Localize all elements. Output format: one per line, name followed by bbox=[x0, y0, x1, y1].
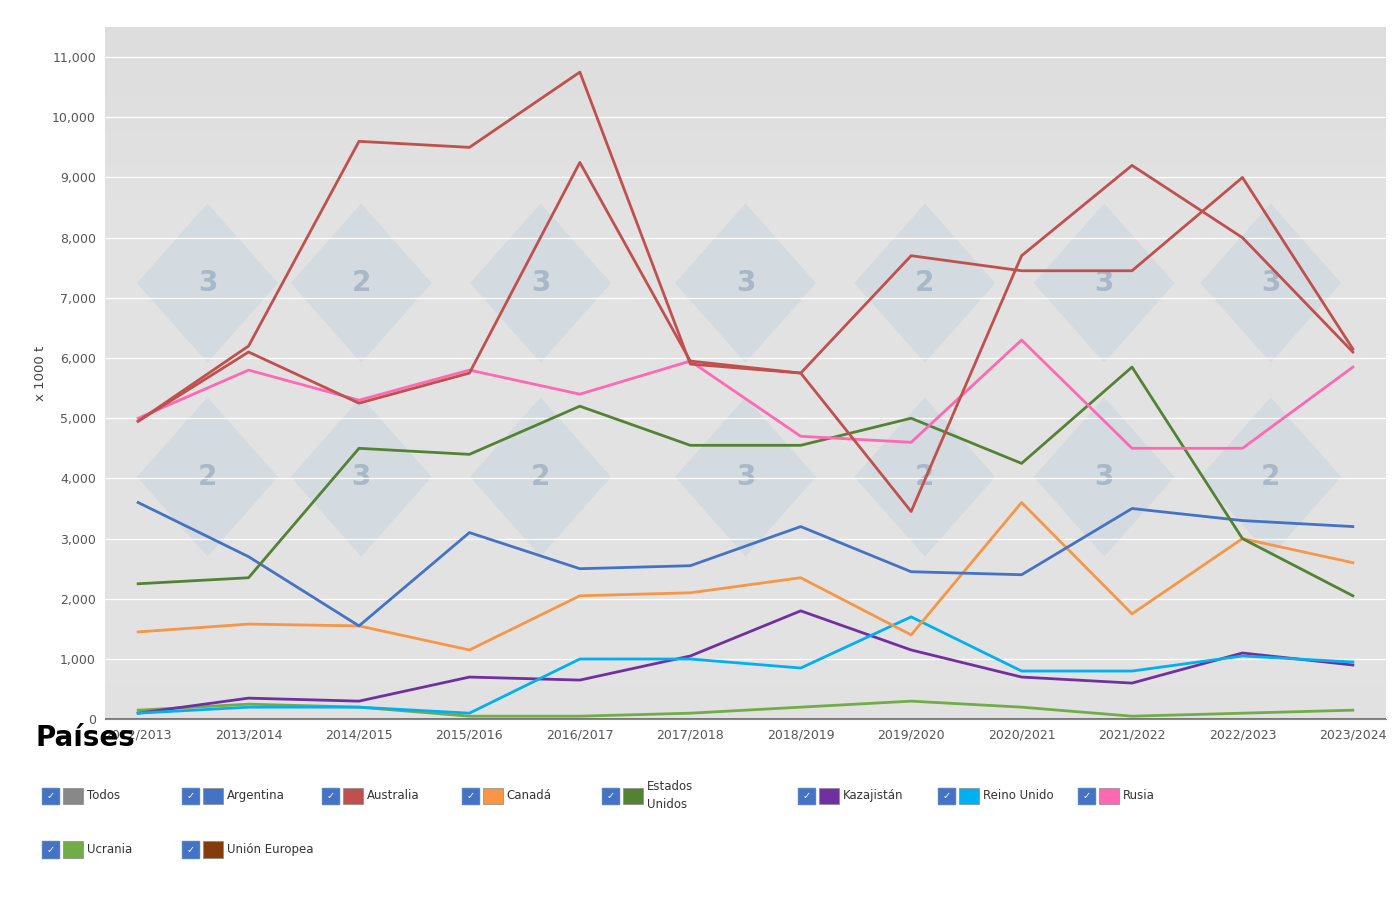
Bar bbox=[105, 130, 1386, 719]
Bar bbox=[105, 408, 1386, 719]
Y-axis label: x 1000 t: x 1000 t bbox=[34, 345, 46, 401]
Bar bbox=[105, 27, 1386, 719]
Text: ✓: ✓ bbox=[46, 844, 55, 855]
Text: Argentina: Argentina bbox=[227, 789, 284, 802]
Bar bbox=[105, 200, 1386, 719]
Text: Estados: Estados bbox=[647, 780, 693, 793]
Polygon shape bbox=[291, 203, 431, 362]
Polygon shape bbox=[1200, 397, 1341, 556]
Text: ✓: ✓ bbox=[942, 790, 951, 801]
Bar bbox=[105, 235, 1386, 719]
Text: ✓: ✓ bbox=[606, 790, 615, 801]
Bar bbox=[105, 512, 1386, 719]
Polygon shape bbox=[291, 397, 431, 556]
Text: 3: 3 bbox=[1095, 463, 1114, 491]
Text: ✓: ✓ bbox=[802, 790, 811, 801]
Text: 3: 3 bbox=[351, 463, 371, 491]
Polygon shape bbox=[1033, 397, 1175, 556]
Polygon shape bbox=[854, 203, 995, 362]
Text: 3: 3 bbox=[197, 269, 217, 297]
Text: Reino Unido: Reino Unido bbox=[983, 789, 1053, 802]
Bar bbox=[105, 304, 1386, 719]
Polygon shape bbox=[675, 203, 816, 362]
Bar bbox=[105, 338, 1386, 719]
Polygon shape bbox=[1033, 203, 1175, 362]
Bar bbox=[105, 615, 1386, 719]
Polygon shape bbox=[470, 203, 610, 362]
Bar bbox=[105, 476, 1386, 719]
Polygon shape bbox=[137, 203, 279, 362]
Text: 2: 2 bbox=[197, 463, 217, 491]
Text: Australia: Australia bbox=[367, 789, 420, 802]
Text: 3: 3 bbox=[1095, 269, 1114, 297]
Text: 2: 2 bbox=[531, 463, 550, 491]
Bar bbox=[105, 546, 1386, 719]
Text: 2: 2 bbox=[351, 269, 371, 297]
Text: ✓: ✓ bbox=[1082, 790, 1091, 801]
Bar bbox=[105, 96, 1386, 719]
Bar bbox=[105, 165, 1386, 719]
Bar bbox=[105, 581, 1386, 719]
Bar bbox=[105, 373, 1386, 719]
Text: Países: Países bbox=[35, 724, 134, 752]
Text: ✓: ✓ bbox=[466, 790, 475, 801]
Polygon shape bbox=[470, 397, 610, 556]
Text: Rusia: Rusia bbox=[1123, 789, 1155, 802]
Bar bbox=[105, 61, 1386, 719]
Text: 2: 2 bbox=[916, 269, 935, 297]
Text: 3: 3 bbox=[736, 269, 755, 297]
Text: Canadá: Canadá bbox=[507, 789, 552, 802]
Text: ✓: ✓ bbox=[186, 844, 195, 855]
Bar bbox=[105, 650, 1386, 719]
Bar bbox=[105, 685, 1386, 719]
Text: 2: 2 bbox=[916, 463, 935, 491]
Text: Ucrania: Ucrania bbox=[87, 843, 132, 856]
Text: Todos: Todos bbox=[87, 789, 120, 802]
Text: Kazajistán: Kazajistán bbox=[843, 789, 903, 802]
Text: Unidos: Unidos bbox=[647, 798, 687, 811]
Text: 3: 3 bbox=[531, 269, 550, 297]
Bar bbox=[105, 442, 1386, 719]
Text: ✓: ✓ bbox=[186, 790, 195, 801]
Text: ✓: ✓ bbox=[46, 790, 55, 801]
Text: ✓: ✓ bbox=[326, 790, 335, 801]
Text: Unión Europea: Unión Europea bbox=[227, 843, 314, 856]
Polygon shape bbox=[137, 397, 279, 556]
Text: 3: 3 bbox=[736, 463, 755, 491]
Polygon shape bbox=[854, 397, 995, 556]
Polygon shape bbox=[675, 397, 816, 556]
Text: 2: 2 bbox=[1261, 463, 1281, 491]
Text: 3: 3 bbox=[1261, 269, 1281, 297]
Polygon shape bbox=[1200, 203, 1341, 362]
Bar bbox=[105, 270, 1386, 719]
